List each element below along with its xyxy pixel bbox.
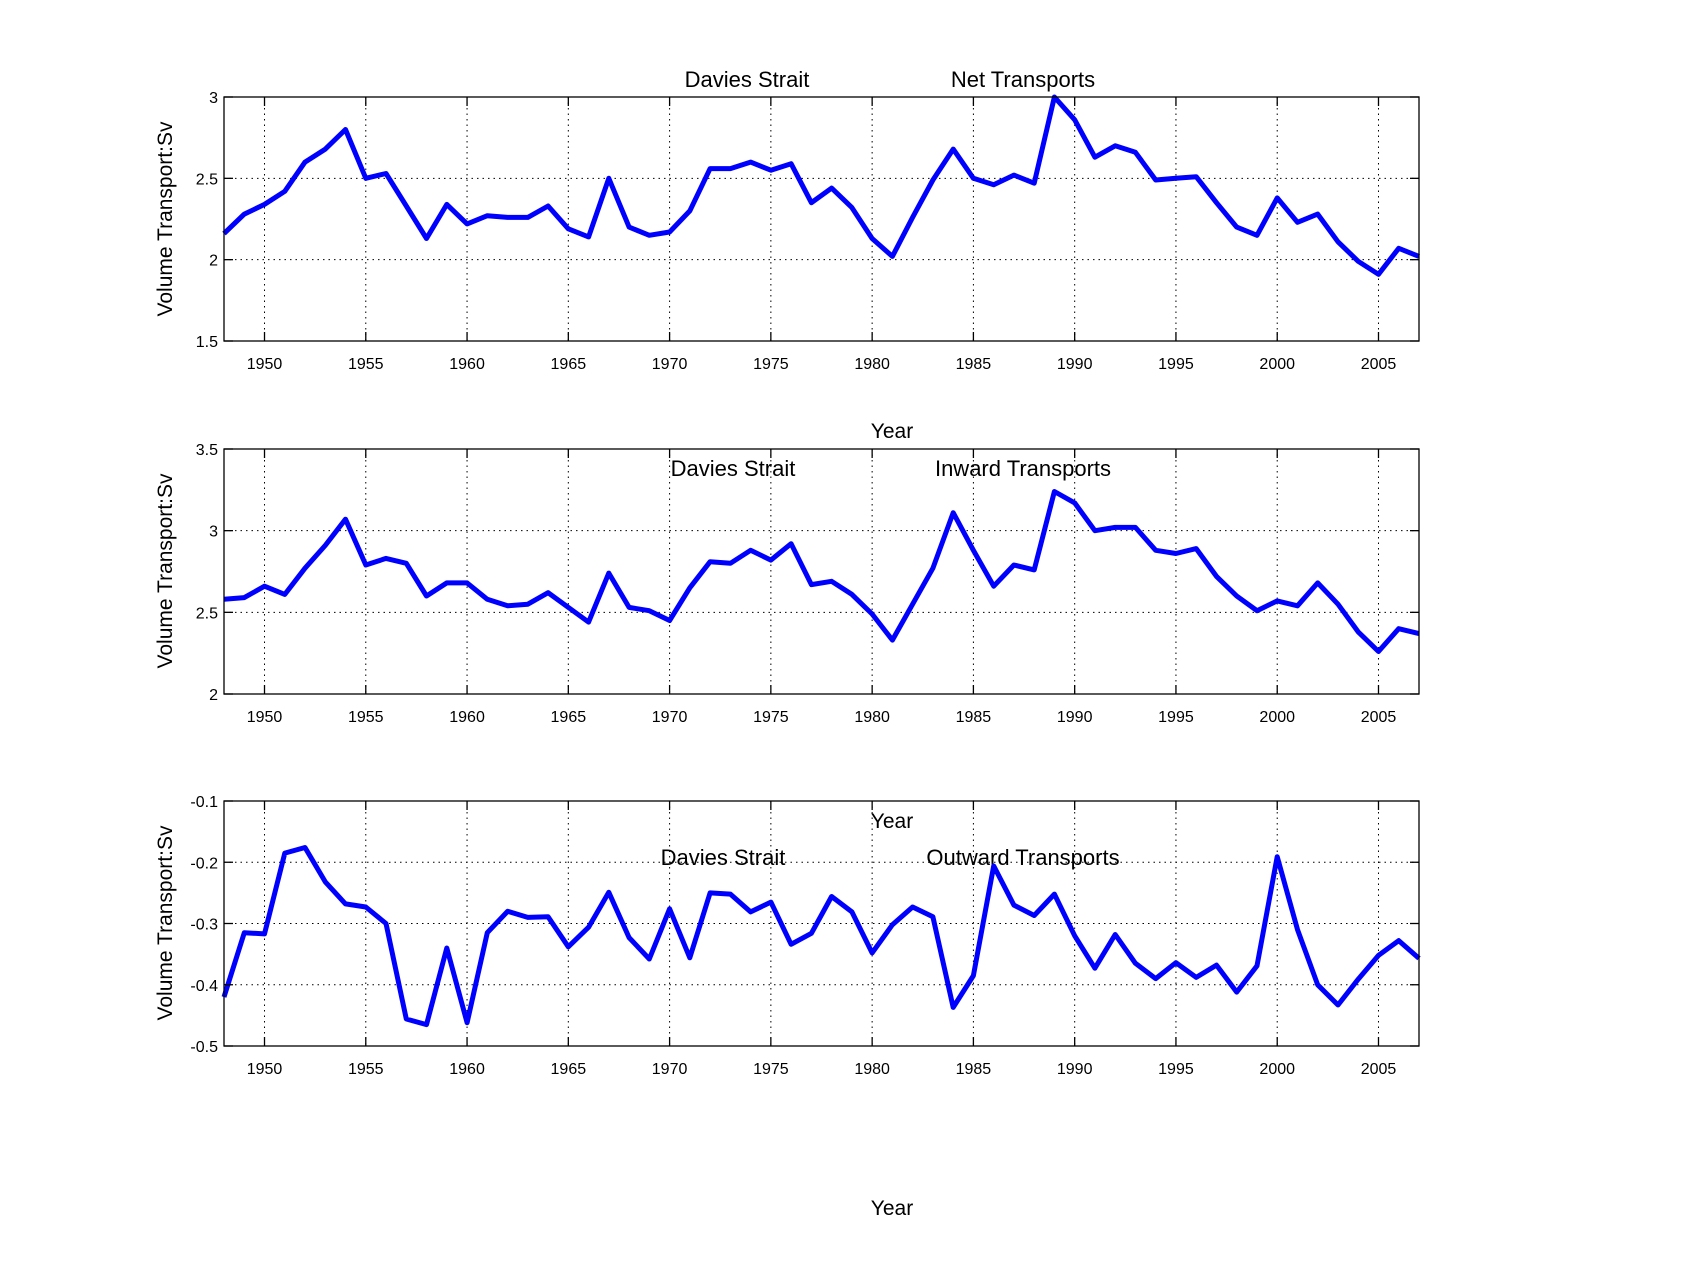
x-tick-label: 1980 <box>854 1061 890 1078</box>
x-tick-label: 1955 <box>348 1061 384 1078</box>
y-tick-label: -0.4 <box>190 978 218 995</box>
panel-inward-transports: Davies Strait Inward Transports 1950 1955… <box>154 442 1420 833</box>
panel-net-transports: Davies Strait Net Transports 1950 1955 196… <box>154 67 1420 443</box>
x-tick-label: 1975 <box>753 1061 789 1078</box>
x-tick-label: 1990 <box>1057 356 1093 373</box>
y-axis-label: Volume Transport:Sv <box>154 121 177 316</box>
panel-title-left: Davies Strait <box>685 67 810 92</box>
panel-title-right: Inward Transports <box>935 456 1111 481</box>
y-axis-label: Volume Transport:Sv <box>154 825 177 1020</box>
series-layer <box>221 845 1421 1028</box>
x-tick-label: 1970 <box>652 709 688 726</box>
x-tick-label: 1985 <box>956 1061 992 1078</box>
x-tick-label: 2005 <box>1361 356 1397 373</box>
y-tick-label: 3 <box>209 524 218 541</box>
x-tick-label: 1985 <box>956 356 992 373</box>
x-tick-label: 1990 <box>1057 709 1093 726</box>
x-tick-label: 1995 <box>1158 1061 1194 1078</box>
y-tick-label: -0.3 <box>190 917 218 934</box>
x-tick-label: 1960 <box>449 709 485 726</box>
x-tick-label: 2000 <box>1259 709 1295 726</box>
x-tick-label: 1980 <box>854 709 890 726</box>
x-tick-label: 1965 <box>551 356 587 373</box>
grid-lines <box>224 449 1419 694</box>
y-tick-label: 2.5 <box>196 171 218 188</box>
panel-title-left: Davies Strait <box>661 845 786 870</box>
series-layer <box>223 489 1420 654</box>
y-tick-label: 1.5 <box>196 334 218 351</box>
x-tick-label: 1995 <box>1158 356 1194 373</box>
x-tick-label: 1990 <box>1057 1061 1093 1078</box>
x-tick-label: 1985 <box>956 709 992 726</box>
y-tick-label: 2.5 <box>196 605 218 622</box>
y-tick-label: 3.5 <box>196 442 218 459</box>
x-tick-label: 1950 <box>247 709 283 726</box>
x-tick-label: 2005 <box>1361 1061 1397 1078</box>
x-tick-label: 1965 <box>551 709 587 726</box>
y-tick-label: 2 <box>209 687 218 704</box>
x-tick-label: 1975 <box>753 356 789 373</box>
ticks-layer: 1950 1955 1960 1965 1970 1975 1980 1985 1990 1995… <box>190 794 1419 1078</box>
ticks-layer: 1950 1955 1960 1965 1970 1975 1980 1985 1990 1995… <box>196 442 1419 726</box>
x-tick-label: 2000 <box>1259 1061 1295 1078</box>
x-tick-label: 2005 <box>1361 709 1397 726</box>
panel-title-left: Davies Strait <box>671 456 796 481</box>
x-tick-label: 1955 <box>348 356 384 373</box>
series-line <box>222 94 1420 277</box>
grid-lines <box>224 801 1419 1046</box>
x-tick-label: 2000 <box>1259 356 1295 373</box>
y-tick-label: 2 <box>209 253 218 270</box>
y-tick-label: -0.5 <box>190 1039 218 1056</box>
panel-title-right: Outward Transports <box>926 845 1119 870</box>
x-tick-label: 1950 <box>247 1061 283 1078</box>
x-tick-label: 1960 <box>449 356 485 373</box>
x-tick-label: 1960 <box>449 1061 485 1078</box>
series-line <box>223 489 1420 654</box>
x-axis-label: Year <box>871 420 913 443</box>
y-tick-label: -0.1 <box>190 794 218 811</box>
x-tick-label: 1970 <box>652 1061 688 1078</box>
y-tick-label: -0.2 <box>190 855 218 872</box>
axes-frame <box>223 96 1420 342</box>
grid-lines <box>224 97 1419 341</box>
series-layer <box>222 94 1420 277</box>
x-tick-label: 1975 <box>753 709 789 726</box>
x-axis-label: Year <box>871 1197 913 1220</box>
x-tick-label: 1995 <box>1158 709 1194 726</box>
x-tick-label: 1980 <box>854 356 890 373</box>
x-axis-label: Year <box>871 810 913 833</box>
ticks-layer: 1950 1955 1960 1965 1970 1975 1980 1985 1990 1995… <box>196 90 1419 373</box>
x-tick-label: 1970 <box>652 356 688 373</box>
axes-frame <box>223 448 1420 695</box>
panel-title-right: Net Transports <box>951 67 1095 92</box>
y-tick-label: 3 <box>209 90 218 107</box>
panel-outward-transports: Davies Strait Outward Transports 1950 195… <box>154 794 1421 1220</box>
x-tick-label: 1965 <box>551 1061 587 1078</box>
series-line <box>221 845 1421 1028</box>
y-axis-label: Volume Transport:Sv <box>154 473 177 668</box>
x-tick-label: 1955 <box>348 709 384 726</box>
x-tick-label: 1950 <box>247 356 283 373</box>
